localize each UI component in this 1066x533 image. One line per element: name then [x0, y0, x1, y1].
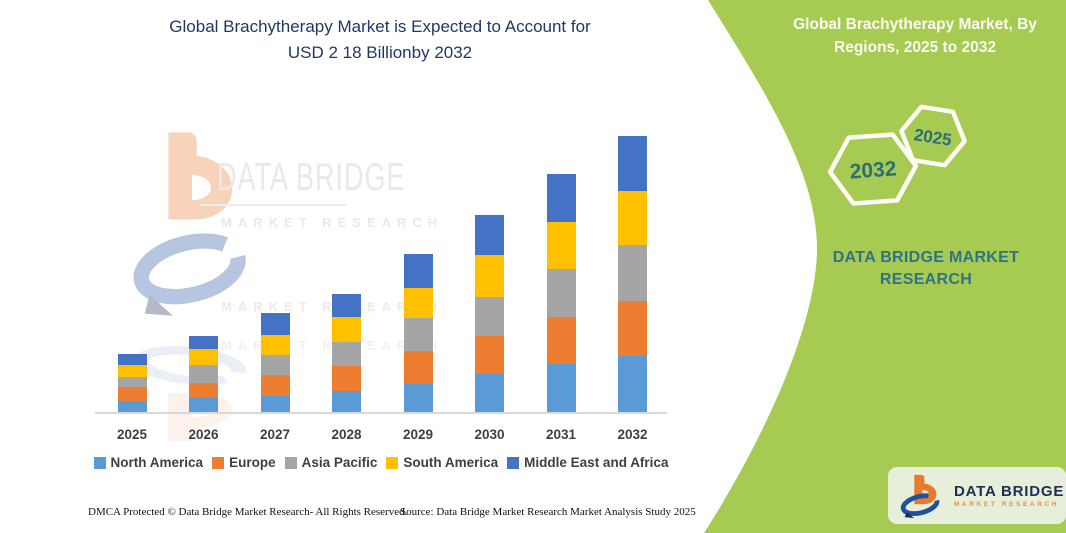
hexagon-year-badges: 2032 2025	[827, 104, 967, 206]
x-axis-tick-label: 2025	[116, 427, 148, 442]
legend-label: North America	[110, 455, 204, 470]
bar-segment	[475, 214, 504, 255]
bar-segment	[117, 376, 147, 387]
bar-segment	[332, 342, 361, 367]
bar-segment	[546, 174, 576, 223]
legend-swatch-icon	[93, 456, 106, 469]
bar-segment	[189, 336, 218, 349]
legend-swatch-icon	[507, 456, 520, 469]
bar-segment	[546, 317, 576, 364]
logo-card-text: DATA BRIDGE MARKET RESEARCH	[954, 483, 1064, 509]
bar-segment	[117, 365, 147, 377]
chart-legend: North America Europe Asia Pacific South Ame…	[93, 455, 668, 470]
panel-brand-text: DATA BRIDGE MARKET RESEARCH	[832, 249, 1020, 288]
bar-segment	[403, 318, 433, 352]
x-axis-tick-label: 2028	[331, 427, 362, 442]
legend-item: Europe	[212, 455, 276, 470]
bar-segment	[189, 365, 218, 383]
bar-segment	[403, 287, 433, 319]
bar-segment	[332, 366, 361, 391]
plot-area	[95, 110, 667, 414]
bar-segment	[189, 348, 218, 366]
x-axis-tick-label: 2026	[188, 427, 219, 442]
legend-swatch-icon	[386, 456, 399, 469]
bar-segment	[618, 244, 647, 301]
legend-item: Middle East and Africa	[507, 455, 668, 470]
bar-segment	[403, 253, 433, 288]
logo-card-sub: MARKET RESEARCH	[954, 500, 1060, 508]
bar-segment	[546, 363, 576, 412]
chart-title: Global Brachytherapy Market is Expected …	[70, 14, 690, 66]
bar-segment	[260, 375, 290, 396]
bar-segment	[260, 355, 290, 376]
bar-segment	[475, 255, 504, 297]
bar-segment	[618, 356, 647, 412]
bar-segment	[117, 400, 147, 412]
bar-segment	[475, 296, 504, 336]
watermark-sub-text: MARKET RESEARCH	[221, 215, 444, 230]
x-axis-tick-label: 2030	[474, 427, 505, 442]
logo-card-brand: DATA BRIDGE	[954, 482, 1065, 500]
watermark-brand-text: DATA BRIDGE	[217, 155, 406, 199]
bar-segment	[332, 317, 361, 343]
legend-swatch-icon	[212, 456, 225, 469]
databridge-logo-watermark-icon	[133, 132, 246, 316]
bar-segment	[332, 390, 361, 412]
bar-segment	[546, 222, 576, 269]
hexagon-2032-label: 2032	[849, 157, 897, 183]
panel-heading: Global Brachytherapy Market, By Regions,…	[793, 16, 1037, 56]
bar-segment	[403, 384, 433, 412]
legend-item: North America	[93, 455, 204, 470]
legend-label: Middle East and Africa	[524, 455, 669, 470]
bar-segment	[117, 386, 147, 401]
bar-segment	[189, 382, 218, 397]
x-axis-tick-label: 2031	[545, 427, 577, 442]
hexagon-2032-icon: 2032	[827, 132, 919, 206]
bar-segment	[117, 353, 147, 366]
hexagon-2025-icon: 2025	[899, 104, 967, 168]
legend-label: Asia Pacific	[301, 455, 378, 470]
databridge-logo-icon	[900, 474, 940, 518]
bar-segment	[475, 336, 504, 374]
legend-item: Asia Pacific	[284, 455, 378, 470]
bar-segment	[260, 313, 290, 335]
legend-label: South America	[403, 455, 499, 470]
footer-source: Source: Data Bridge Market Research Mark…	[400, 506, 696, 518]
watermark-reflection-text-1: MARKET RESEARCH	[221, 299, 444, 314]
chart-title-line2: USD 2 18 Billionby 2032	[287, 43, 473, 62]
bar-segment	[260, 395, 290, 412]
footer-copyright: DMCA Protected © Data Bridge Market Rese…	[88, 506, 408, 518]
x-axis-tick-label: 2029	[402, 427, 434, 442]
hexagon-2025-label: 2025	[913, 125, 953, 150]
watermark-underline	[200, 204, 346, 206]
x-axis-tick-label: 2032	[617, 427, 648, 442]
legend-swatch-icon	[284, 456, 297, 469]
bar-segment	[475, 374, 504, 412]
bar-segment	[403, 351, 433, 385]
legend-label: Europe	[229, 455, 276, 470]
bar-segment	[618, 136, 647, 191]
bar-segment	[332, 294, 361, 318]
chart-title-line1: Global Brachytherapy Market is Expected …	[169, 17, 591, 36]
bar-segment	[260, 334, 290, 355]
logo-card: DATA BRIDGE MARKET RESEARCH	[888, 467, 1066, 524]
x-axis-labels: 2025 2026 2027 2028 2029 2030 2031 2032	[95, 427, 667, 445]
x-axis-tick-label: 2027	[259, 427, 291, 442]
bar-segment	[546, 269, 576, 318]
bar-segment	[618, 190, 647, 245]
legend-item: South America	[386, 455, 498, 470]
green-panel-shape	[704, 0, 1066, 533]
bar-segment	[189, 396, 218, 412]
bar-segment	[618, 300, 647, 357]
